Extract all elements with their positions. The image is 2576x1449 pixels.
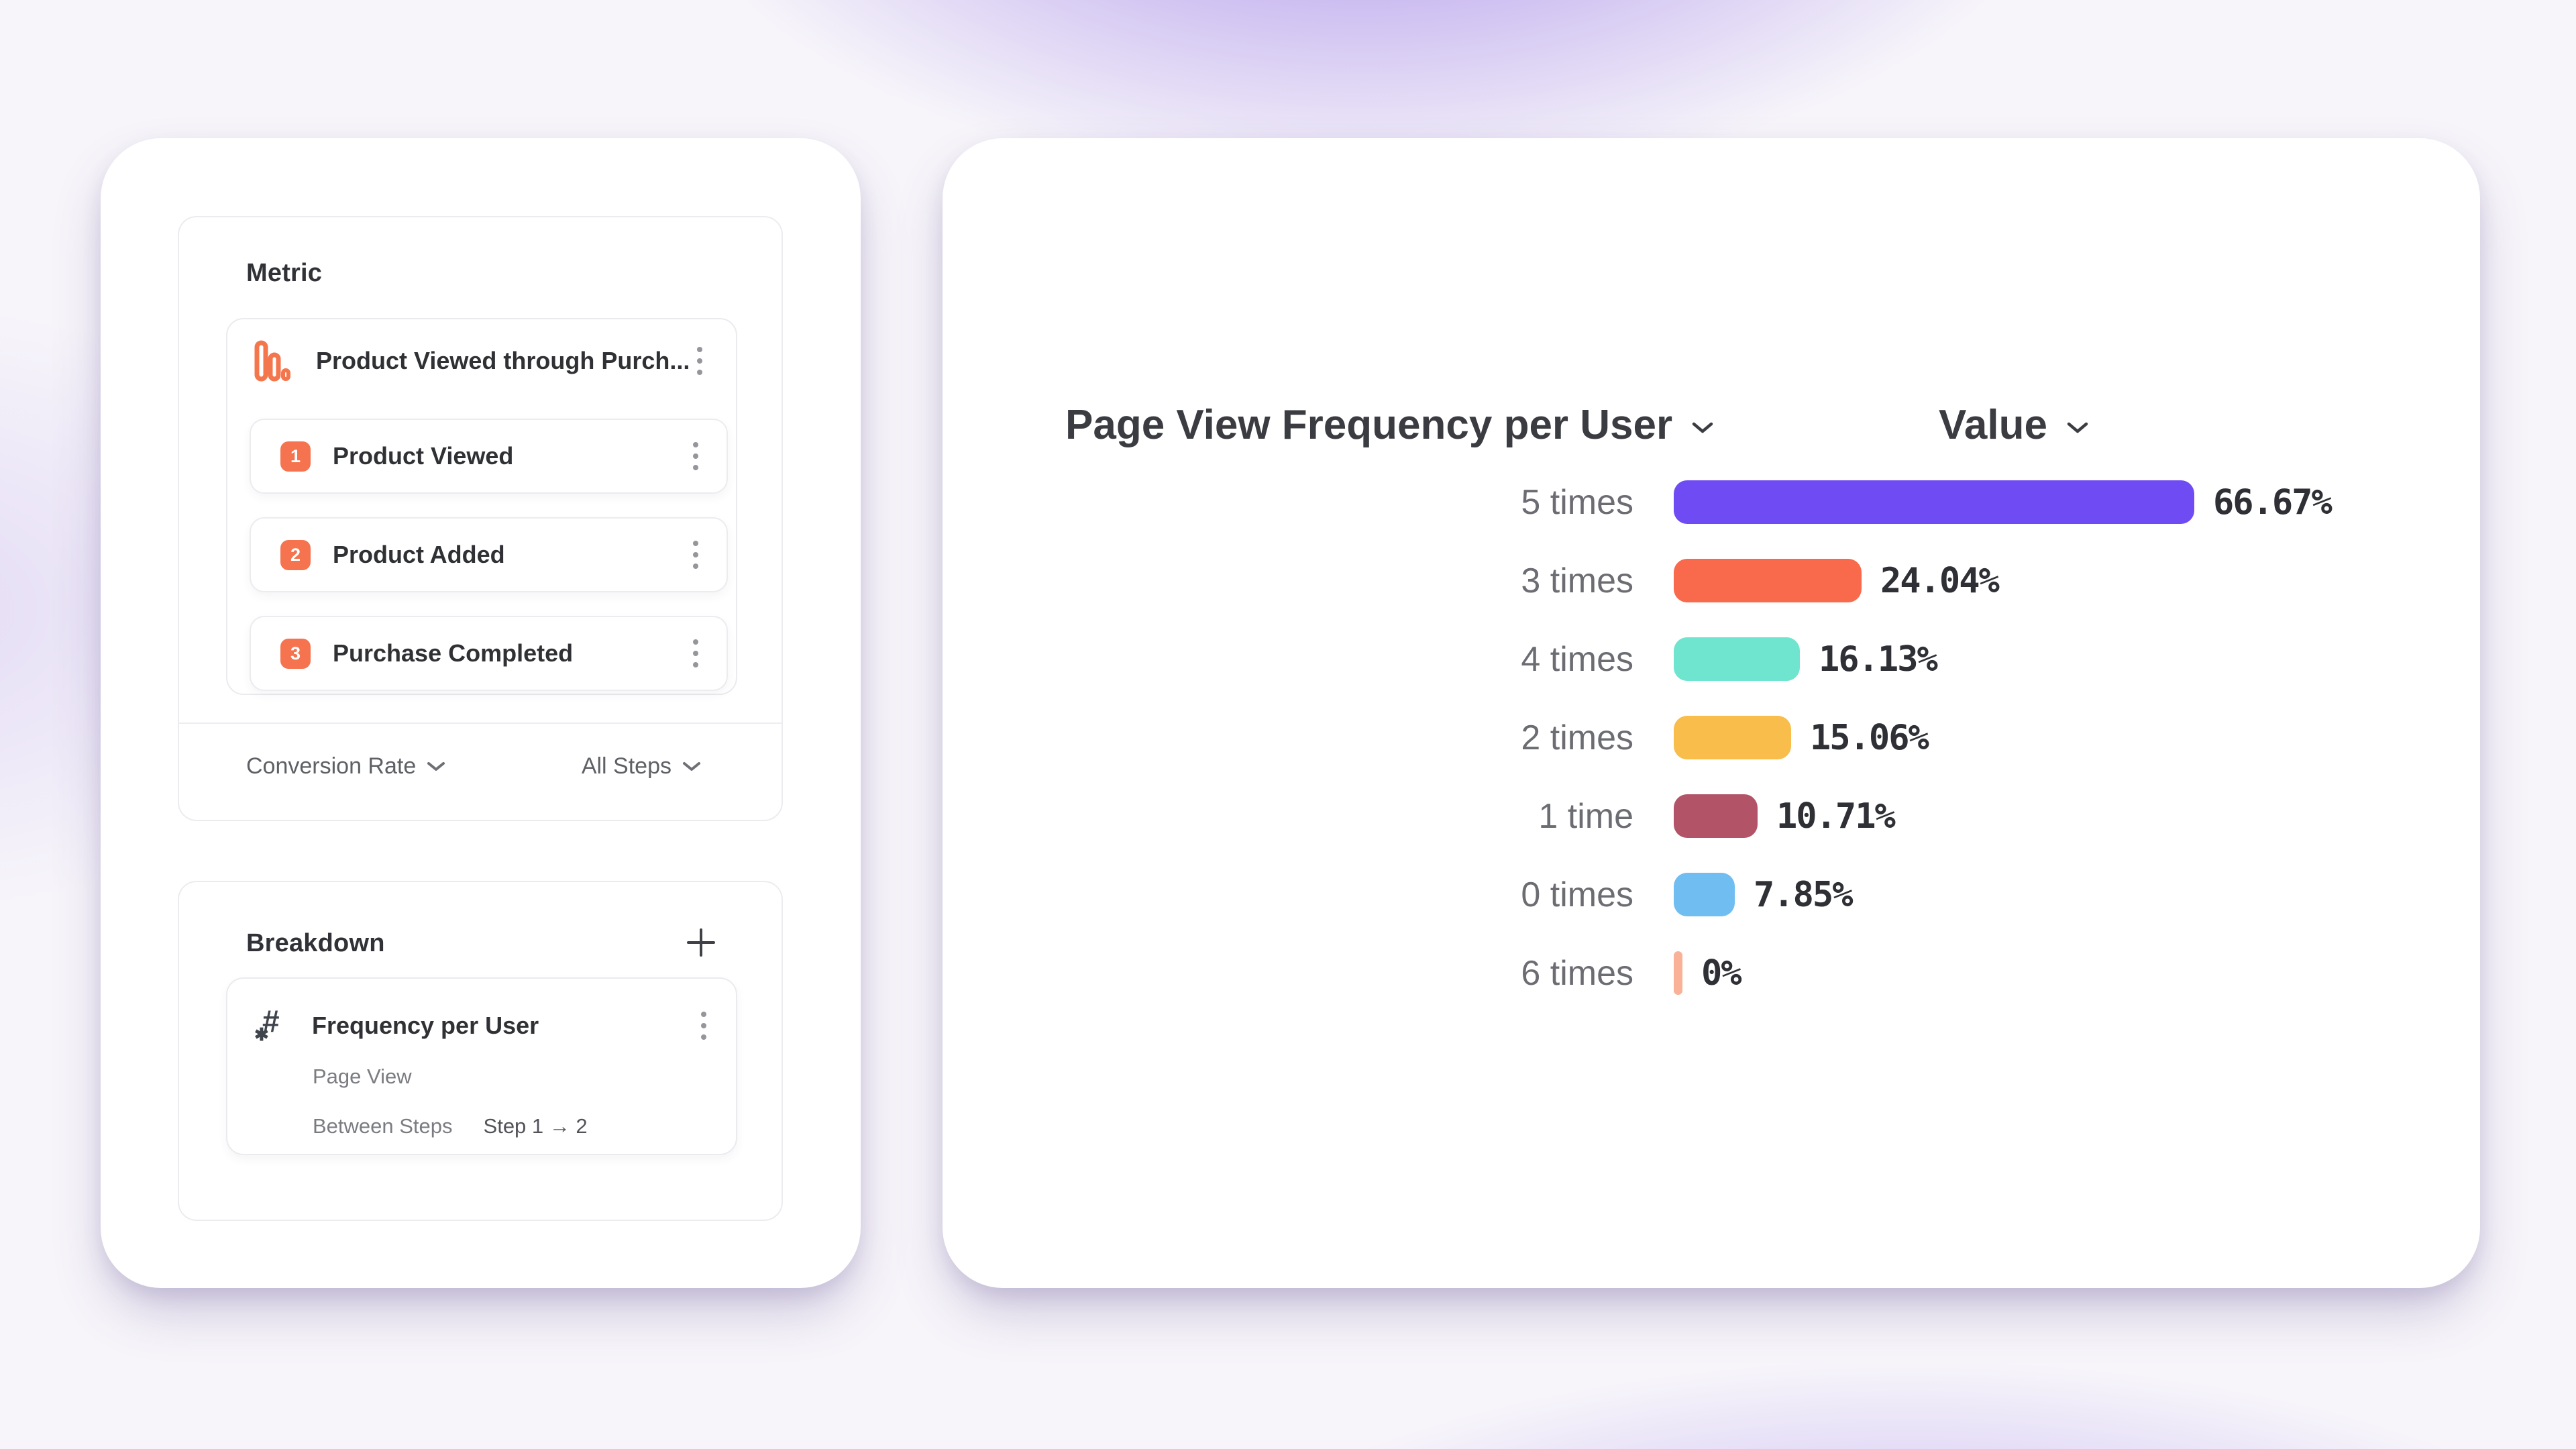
category-label: 1 time: [1538, 796, 1633, 836]
step-number-badge: 3: [280, 638, 311, 669]
funnel-bars-icon: [254, 340, 290, 382]
chevron-down-icon: [683, 761, 700, 771]
bar-3-times[interactable]: [1674, 559, 1862, 602]
step-label: Product Added: [333, 541, 505, 568]
bar-6-times[interactable]: [1674, 951, 1682, 995]
metric-panel: Metric Product Viewed through Purch... 1…: [178, 216, 783, 821]
metric-panel-title: Metric: [246, 259, 323, 287]
funnel-kebab-menu-icon[interactable]: [692, 341, 708, 380]
value-label: 16.13%: [1819, 639, 1938, 680]
chart-row: 0 times 7.85%: [943, 873, 2480, 916]
chart-title: Page View Frequency per User: [1065, 402, 1673, 448]
conversion-rate-dropdown[interactable]: Conversion Rate: [246, 753, 445, 780]
category-label: 3 times: [1521, 561, 1633, 600]
category-label: 4 times: [1521, 639, 1633, 679]
breakdown-item-title: Frequency per User: [312, 1012, 539, 1039]
breakdown-scope-value: Step 1 → 2: [483, 1114, 588, 1138]
step-number-badge: 1: [280, 441, 311, 472]
funnel-step-row[interactable]: 2 Product Added: [250, 517, 728, 592]
breakdown-event-name: Page View: [313, 1065, 412, 1088]
funnel-metric-title: Product Viewed through Purch...: [316, 347, 690, 374]
chart-row: 3 times 24.04%: [943, 559, 2480, 602]
bar-4-times[interactable]: [1674, 637, 1800, 681]
category-label: 6 times: [1521, 953, 1633, 993]
breakdown-panel: Breakdown # ✱ Frequency per User Page Vi…: [178, 881, 783, 1221]
value-label: 15.06%: [1810, 717, 1929, 758]
chevron-down-icon: [1692, 422, 1713, 433]
chart-row: 4 times 16.13%: [943, 637, 2480, 681]
chart-row: 6 times 0%: [943, 951, 2480, 995]
bar-0-times[interactable]: [1674, 873, 1735, 916]
step-kebab-menu-icon[interactable]: [688, 535, 704, 574]
add-breakdown-button[interactable]: [684, 925, 718, 960]
chart-card: Page View Frequency per User Value 5 tim…: [943, 138, 2480, 1288]
chart-row: 1 time 10.71%: [943, 794, 2480, 838]
step-kebab-menu-icon[interactable]: [688, 437, 704, 476]
value-column-label: Value: [1939, 402, 2047, 448]
category-label: 2 times: [1521, 718, 1633, 757]
funnel-step-row[interactable]: 1 Product Viewed: [250, 419, 728, 494]
value-label: 7.85%: [1754, 874, 1854, 915]
category-label: 5 times: [1521, 482, 1633, 522]
funnel-metric-container: Product Viewed through Purch... 1 Product…: [226, 318, 737, 695]
value-label: 0%: [1701, 953, 1742, 994]
chart-row: 2 times 15.06%: [943, 716, 2480, 759]
bar-chart: 5 times 66.67% 3 times 24.04% 4 times 16.13% 2…: [943, 480, 2480, 1030]
conversion-rate-dropdown-label: Conversion Rate: [246, 753, 417, 779]
bar-1-time[interactable]: [1674, 794, 1758, 838]
bar-5-times[interactable]: [1674, 480, 2194, 524]
step-kebab-menu-icon[interactable]: [688, 634, 704, 673]
metric-sidebar-card: Metric Product Viewed through Purch... 1…: [101, 138, 861, 1288]
breakdown-scope-row: Between Steps Step 1 → 2: [313, 1114, 588, 1138]
breakdown-scope-label: Between Steps: [313, 1114, 453, 1138]
funnel-steps-list: 1 Product Viewed 2 Product Added 3 Purchase C…: [250, 419, 728, 691]
number-property-icon: # ✱: [254, 1004, 280, 1044]
all-steps-dropdown-label: All Steps: [581, 753, 672, 779]
breakdown-item-card[interactable]: # ✱ Frequency per User Page View Between…: [226, 977, 737, 1155]
all-steps-dropdown[interactable]: All Steps: [582, 753, 701, 780]
breakdown-item-header: # ✱ Frequency per User: [227, 979, 736, 1047]
value-label: 10.71%: [1776, 796, 1896, 837]
funnel-metric-header[interactable]: Product Viewed through Purch...: [227, 319, 736, 402]
value-column-dropdown[interactable]: Value: [1939, 401, 2089, 449]
category-label: 0 times: [1521, 875, 1633, 914]
breakdown-panel-title: Breakdown: [246, 929, 385, 957]
chevron-down-icon: [2067, 422, 2088, 433]
value-label: 66.67%: [2213, 482, 2332, 523]
chevron-down-icon: [427, 761, 445, 771]
breakdown-kebab-menu-icon[interactable]: [696, 1006, 712, 1045]
chart-title-dropdown[interactable]: Page View Frequency per User: [1065, 401, 1714, 449]
funnel-step-row[interactable]: 3 Purchase Completed: [250, 616, 728, 691]
plus-icon: [687, 928, 715, 957]
value-label: 24.04%: [1880, 560, 2000, 601]
metric-footer-divider: [179, 722, 782, 724]
bar-2-times[interactable]: [1674, 716, 1791, 759]
step-number-badge: 2: [280, 539, 311, 570]
step-label: Product Viewed: [333, 442, 514, 470]
metric-footer: Conversion Rate All Steps: [246, 746, 701, 786]
step-label: Purchase Completed: [333, 639, 574, 667]
chart-row: 5 times 66.67%: [943, 480, 2480, 524]
